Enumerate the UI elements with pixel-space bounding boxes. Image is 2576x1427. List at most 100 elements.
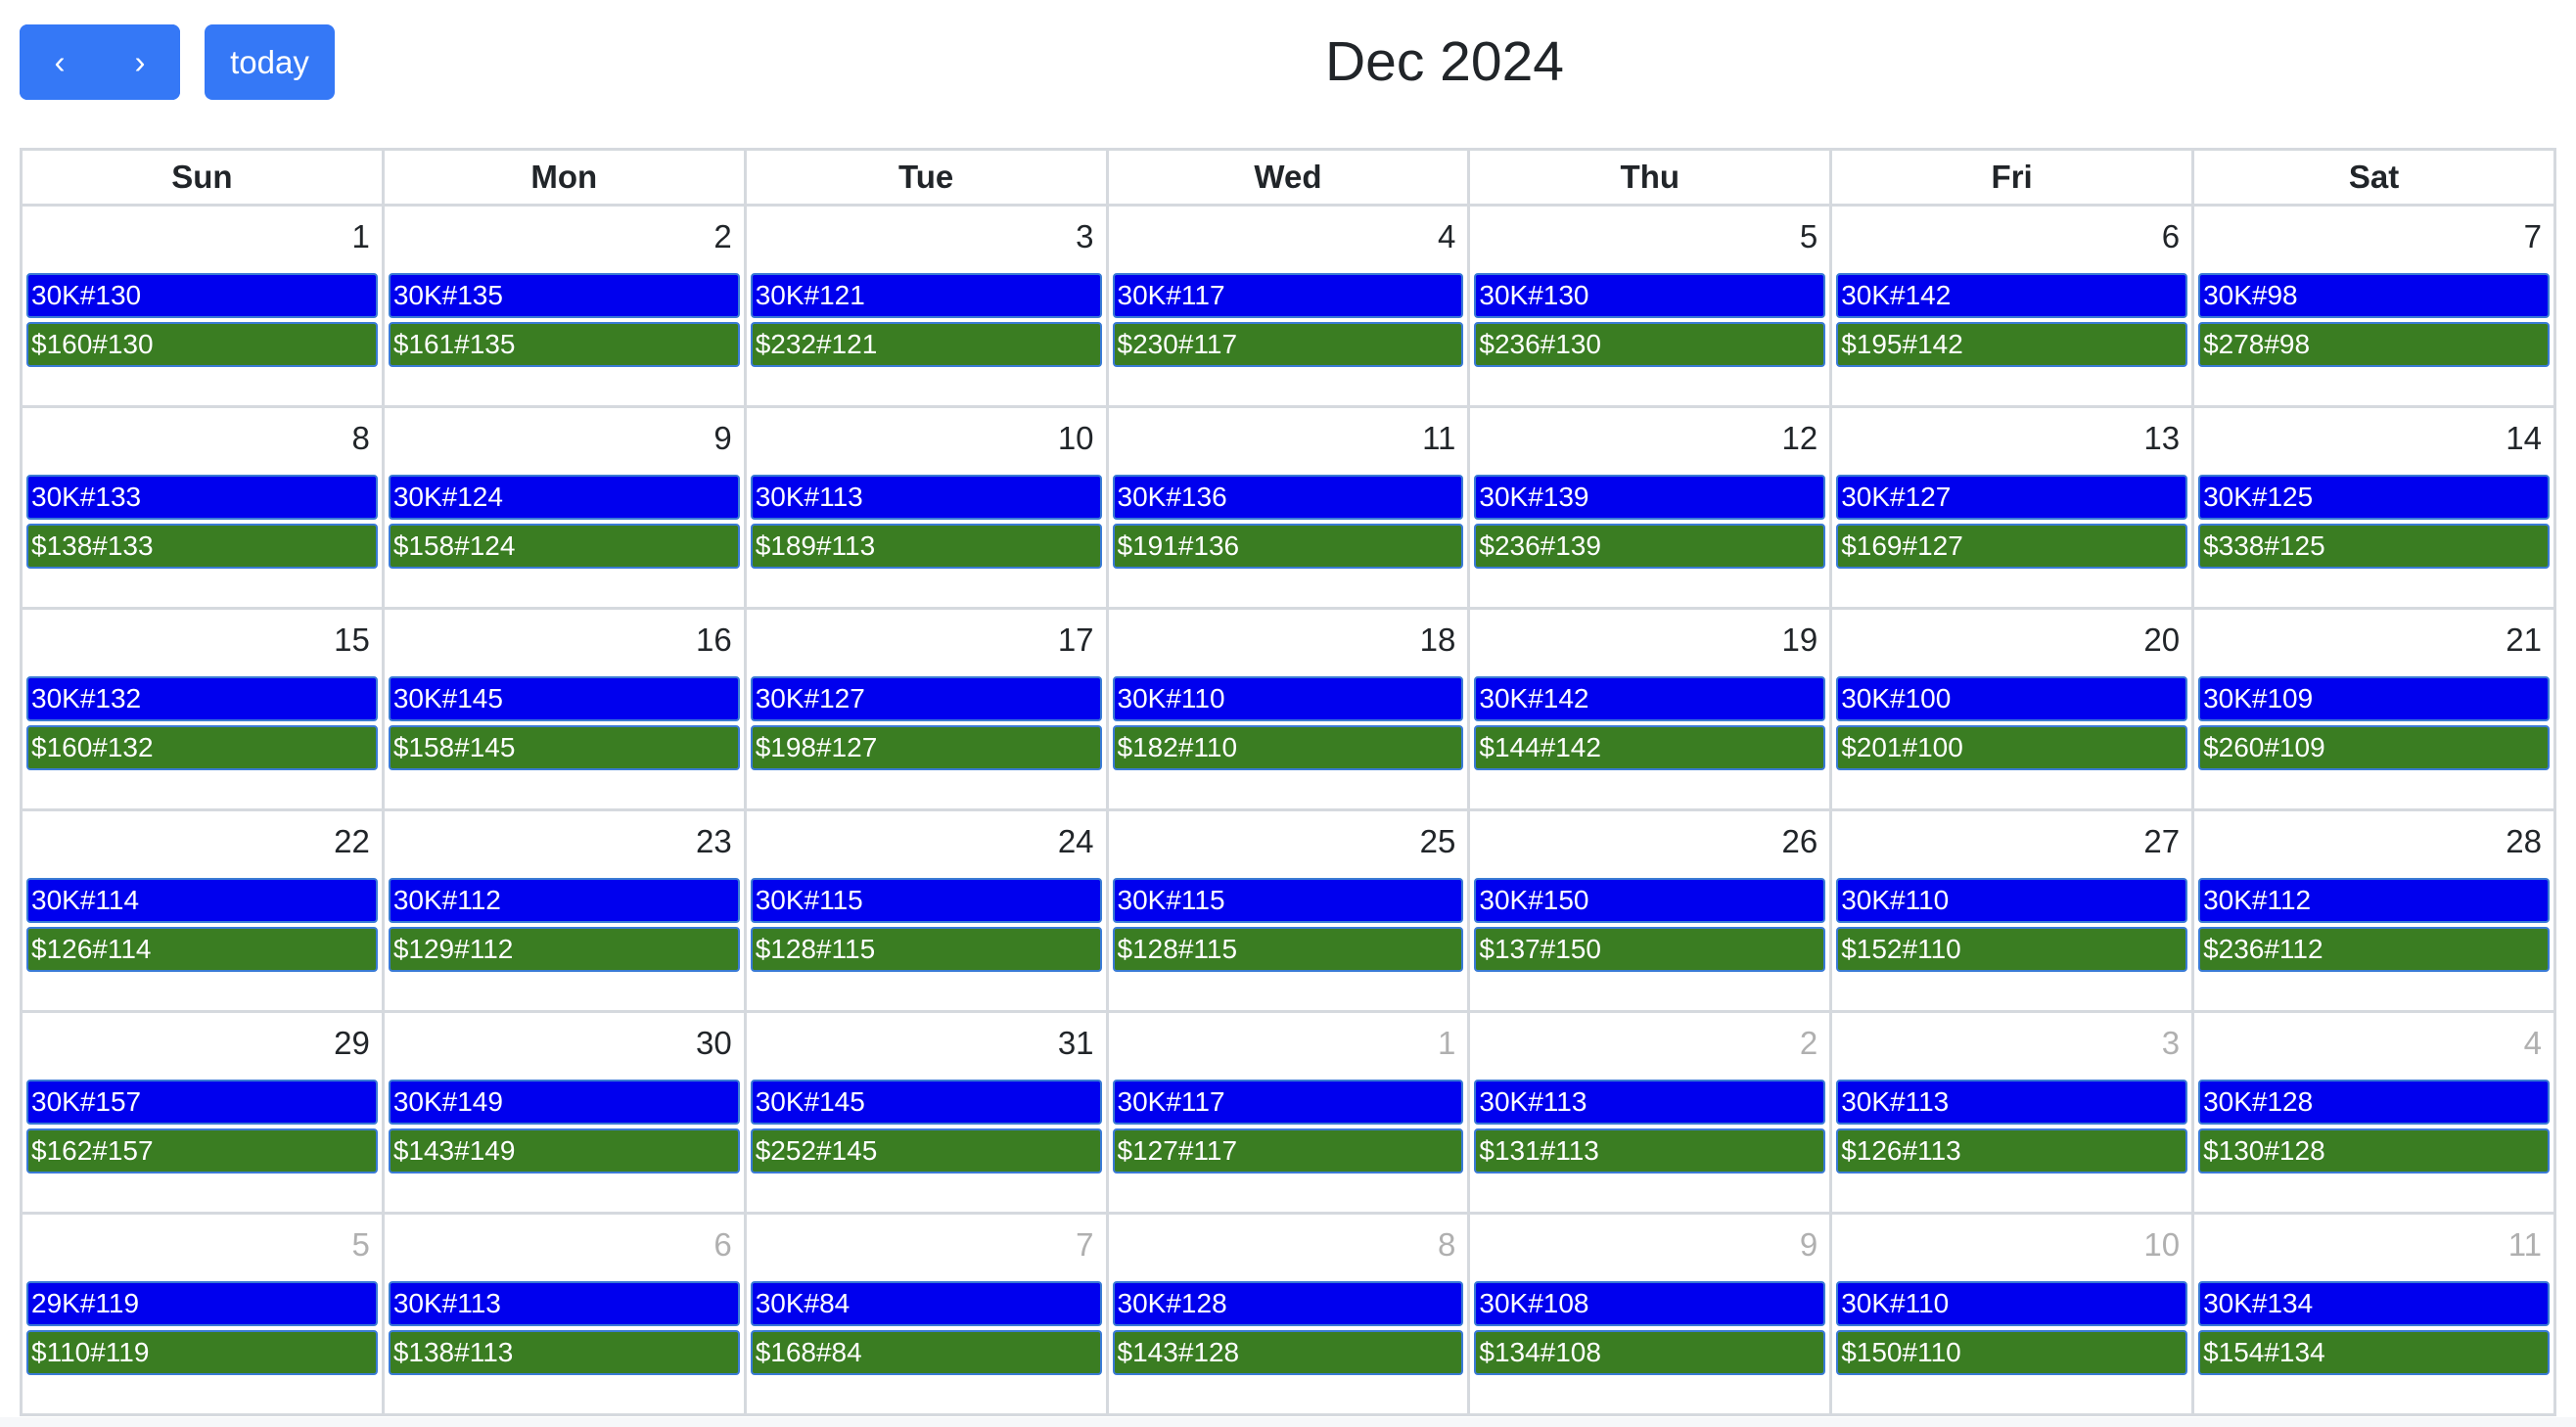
event-dollar[interactable]: $154#134 xyxy=(2198,1330,2550,1375)
day-cell[interactable]: 8 30K#133 $138#133 xyxy=(20,405,385,610)
event-k[interactable]: 30K#113 xyxy=(388,1281,740,1326)
day-number[interactable]: 2 xyxy=(713,218,732,254)
event-k[interactable]: 30K#130 xyxy=(1474,273,1826,318)
day-cell[interactable]: 26 30K#150 $137#150 xyxy=(1467,808,1833,1013)
day-cell[interactable]: 2 30K#113 $131#113 xyxy=(1467,1010,1833,1215)
event-dollar[interactable]: $127#117 xyxy=(1112,1128,1464,1174)
day-number[interactable]: 31 xyxy=(1057,1025,1094,1061)
event-k[interactable]: 30K#114 xyxy=(26,878,378,923)
day-number[interactable]: 14 xyxy=(2506,420,2542,456)
day-cell[interactable]: 14 30K#125 $338#125 xyxy=(2191,405,2556,610)
event-dollar[interactable]: $160#132 xyxy=(26,725,378,770)
day-cell[interactable]: 4 30K#128 $130#128 xyxy=(2191,1010,2556,1215)
day-number[interactable]: 2 xyxy=(1799,1025,1818,1061)
day-number[interactable]: 30 xyxy=(695,1025,732,1061)
event-k[interactable]: 30K#117 xyxy=(1112,273,1464,318)
event-dollar[interactable]: $152#110 xyxy=(1836,927,2188,972)
day-number[interactable]: 6 xyxy=(2161,218,2181,254)
day-number[interactable]: 23 xyxy=(695,823,732,859)
day-number[interactable]: 11 xyxy=(1422,420,1456,456)
event-k[interactable]: 30K#110 xyxy=(1112,676,1464,721)
day-number[interactable]: 28 xyxy=(2506,823,2542,859)
day-cell[interactable]: 3 30K#121 $232#121 xyxy=(743,204,1109,408)
day-number[interactable]: 12 xyxy=(1781,420,1818,456)
event-dollar[interactable]: $150#110 xyxy=(1836,1330,2188,1375)
event-k[interactable]: 30K#110 xyxy=(1836,878,2188,923)
day-cell[interactable]: 4 30K#117 $230#117 xyxy=(1105,204,1471,408)
day-cell[interactable]: 2 30K#135 $161#135 xyxy=(381,204,747,408)
event-dollar[interactable]: $158#145 xyxy=(388,725,740,770)
day-number[interactable]: 8 xyxy=(351,420,370,456)
event-dollar[interactable]: $278#98 xyxy=(2198,322,2550,367)
day-number[interactable]: 9 xyxy=(713,420,732,456)
day-cell[interactable]: 6 30K#142 $195#142 xyxy=(1829,204,2195,408)
day-cell[interactable]: 9 30K#124 $158#124 xyxy=(381,405,747,610)
event-dollar[interactable]: $128#115 xyxy=(750,927,1102,972)
event-k[interactable]: 30K#84 xyxy=(750,1281,1102,1326)
event-k[interactable]: 30K#98 xyxy=(2198,273,2550,318)
day-cell[interactable]: 1 30K#117 $127#117 xyxy=(1105,1010,1471,1215)
event-dollar[interactable]: $134#108 xyxy=(1474,1330,1826,1375)
day-number[interactable]: 4 xyxy=(1438,218,1456,254)
event-k[interactable]: 30K#109 xyxy=(2198,676,2550,721)
day-number[interactable]: 7 xyxy=(1076,1226,1094,1263)
day-cell[interactable]: 18 30K#110 $182#110 xyxy=(1105,607,1471,811)
event-k[interactable]: 30K#134 xyxy=(2198,1281,2550,1326)
event-dollar[interactable]: $143#149 xyxy=(388,1128,740,1174)
event-k[interactable]: 30K#130 xyxy=(26,273,378,318)
event-dollar[interactable]: $182#110 xyxy=(1112,725,1464,770)
event-k[interactable]: 30K#157 xyxy=(26,1080,378,1125)
day-number[interactable]: 16 xyxy=(695,621,732,658)
day-number[interactable]: 22 xyxy=(334,823,370,859)
event-k[interactable]: 30K#117 xyxy=(1112,1080,1464,1125)
day-cell[interactable]: 25 30K#115 $128#115 xyxy=(1105,808,1471,1013)
event-k[interactable]: 30K#112 xyxy=(388,878,740,923)
day-cell[interactable]: 5 30K#130 $236#130 xyxy=(1467,204,1833,408)
day-number[interactable]: 25 xyxy=(1419,823,1456,859)
day-cell[interactable]: 12 30K#139 $236#139 xyxy=(1467,405,1833,610)
event-dollar[interactable]: $201#100 xyxy=(1836,725,2188,770)
event-k[interactable]: 30K#108 xyxy=(1474,1281,1826,1326)
event-k[interactable]: 29K#119 xyxy=(26,1281,378,1326)
event-dollar[interactable]: $143#128 xyxy=(1112,1330,1464,1375)
event-k[interactable]: 30K#110 xyxy=(1836,1281,2188,1326)
event-dollar[interactable]: $130#128 xyxy=(2198,1128,2550,1174)
day-number[interactable]: 29 xyxy=(334,1025,370,1061)
day-cell[interactable]: 11 30K#134 $154#134 xyxy=(2191,1212,2556,1416)
event-k[interactable]: 30K#112 xyxy=(2198,878,2550,923)
day-number[interactable]: 10 xyxy=(1057,420,1094,456)
day-number[interactable]: 7 xyxy=(2523,218,2542,254)
event-k[interactable]: 30K#113 xyxy=(1836,1080,2188,1125)
event-k[interactable]: 30K#115 xyxy=(750,878,1102,923)
event-k[interactable]: 30K#121 xyxy=(750,273,1102,318)
event-k[interactable]: 30K#142 xyxy=(1836,273,2188,318)
day-number[interactable]: 10 xyxy=(2143,1226,2181,1263)
event-dollar[interactable]: $137#150 xyxy=(1474,927,1826,972)
event-k[interactable]: 30K#124 xyxy=(388,475,740,520)
event-k[interactable]: 30K#115 xyxy=(1112,878,1464,923)
event-dollar[interactable]: $232#121 xyxy=(750,322,1102,367)
event-k[interactable]: 30K#128 xyxy=(1112,1281,1464,1326)
day-number[interactable]: 1 xyxy=(351,218,370,254)
event-dollar[interactable]: $128#115 xyxy=(1112,927,1464,972)
day-cell[interactable]: 7 30K#84 $168#84 xyxy=(743,1212,1109,1416)
day-cell[interactable]: 31 30K#145 $252#145 xyxy=(743,1010,1109,1215)
event-dollar[interactable]: $198#127 xyxy=(750,725,1102,770)
event-dollar[interactable]: $191#136 xyxy=(1112,524,1464,569)
day-number[interactable]: 11 xyxy=(2507,1226,2542,1263)
event-k[interactable]: 30K#149 xyxy=(388,1080,740,1125)
day-cell[interactable]: 7 30K#98 $278#98 xyxy=(2191,204,2556,408)
event-dollar[interactable]: $236#139 xyxy=(1474,524,1826,569)
day-cell[interactable]: 10 30K#113 $189#113 xyxy=(743,405,1109,610)
event-dollar[interactable]: $126#114 xyxy=(26,927,378,972)
next-button[interactable]: › xyxy=(100,24,180,100)
event-k[interactable]: 30K#145 xyxy=(388,676,740,721)
day-cell[interactable]: 11 30K#136 $191#136 xyxy=(1105,405,1471,610)
day-cell[interactable]: 5 29K#119 $110#119 xyxy=(20,1212,385,1416)
day-number[interactable]: 18 xyxy=(1419,621,1456,658)
day-cell[interactable]: 20 30K#100 $201#100 xyxy=(1829,607,2195,811)
day-number[interactable]: 24 xyxy=(1057,823,1094,859)
day-number[interactable]: 19 xyxy=(1781,621,1818,658)
event-dollar[interactable]: $338#125 xyxy=(2198,524,2550,569)
day-cell[interactable]: 16 30K#145 $158#145 xyxy=(381,607,747,811)
